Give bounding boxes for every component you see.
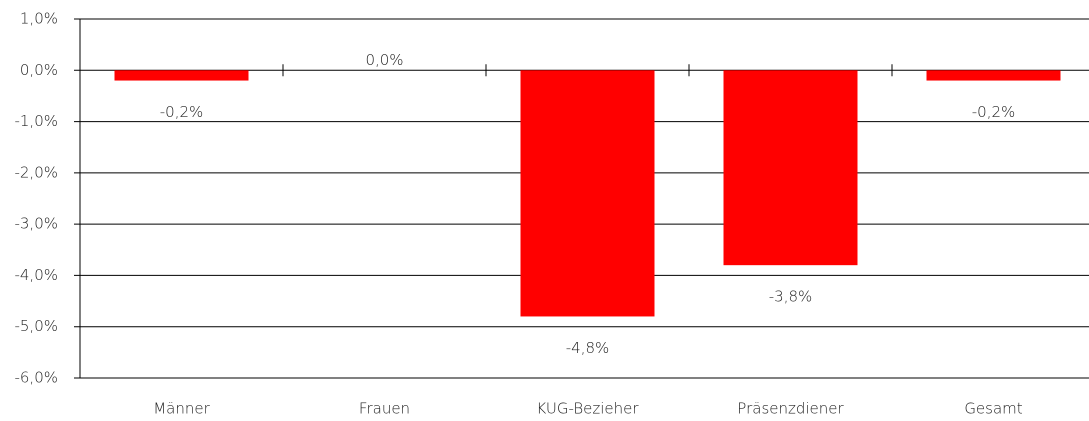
y-tick-label: -6,0% [14, 369, 58, 387]
y-tick-label: -2,0% [14, 163, 58, 181]
value-label: -3,8% [769, 288, 813, 306]
x-tick-label: KUG-Bezieher [536, 400, 639, 418]
value-label: 0,0% [365, 51, 403, 69]
value-label: -4,8% [566, 339, 610, 357]
x-tick-label: Gesamt [964, 400, 1022, 418]
y-tick-label: 1,0% [20, 10, 58, 28]
bar [926, 70, 1061, 81]
value-label: -0,2% [972, 103, 1016, 121]
y-tick-label: 0,0% [20, 61, 58, 79]
bar [114, 70, 249, 81]
x-tick-label: Männer [153, 400, 210, 418]
y-tick-label: -1,0% [14, 112, 58, 130]
bar [520, 70, 655, 317]
y-tick-label: -3,0% [14, 215, 58, 233]
x-tick-label: Frauen [359, 400, 410, 418]
bar [723, 70, 858, 266]
x-tick-label: Präsenzdiener [737, 400, 844, 418]
y-tick-label: -4,0% [14, 266, 58, 284]
y-tick-label: -5,0% [14, 317, 58, 335]
value-label: -0,2% [160, 103, 204, 121]
